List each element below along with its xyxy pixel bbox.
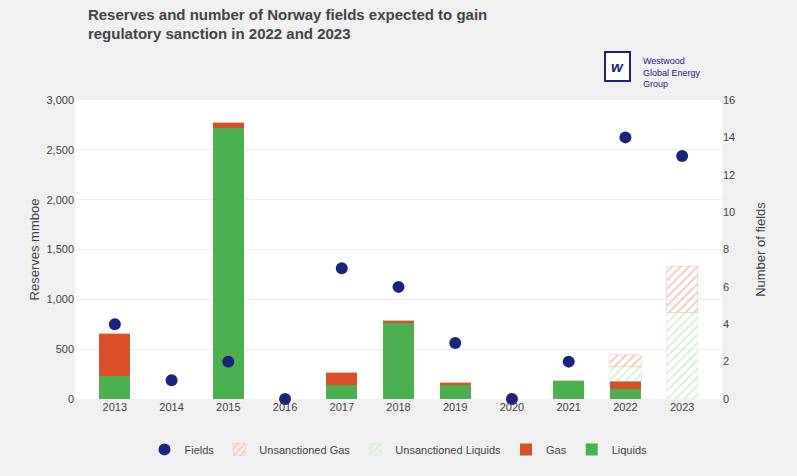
svg-text:0: 0 (723, 393, 729, 405)
svg-text:2018: 2018 (386, 401, 410, 413)
svg-text:2020: 2020 (500, 401, 524, 413)
svg-text:WestwoodGlobal EnergyGroup: WestwoodGlobal EnergyGroup (643, 56, 701, 89)
svg-text:16: 16 (723, 94, 735, 106)
svg-text:3,000: 3,000 (46, 94, 74, 106)
svg-text:1,500: 1,500 (46, 243, 74, 255)
svg-text:1,000: 1,000 (46, 293, 74, 305)
svg-text:4: 4 (723, 318, 729, 330)
svg-text:2,500: 2,500 (46, 144, 74, 156)
svg-text:2021: 2021 (556, 401, 580, 413)
svg-text:12: 12 (723, 169, 735, 181)
svg-text:2015: 2015 (216, 401, 240, 413)
svg-text:w: w (611, 58, 624, 75)
svg-text:2022: 2022 (613, 401, 637, 413)
svg-text:2023: 2023 (670, 401, 694, 413)
svg-text:2017: 2017 (330, 401, 354, 413)
svg-text:Unsanctioned Liquids: Unsanctioned Liquids (395, 444, 501, 456)
svg-text:2,000: 2,000 (46, 194, 74, 206)
svg-text:Gas: Gas (546, 444, 567, 456)
svg-text:Reserves and number of Norway: Reserves and number of Norway fields exp… (88, 6, 487, 43)
svg-text:Number of fields: Number of fields (753, 202, 768, 297)
svg-text:Reserves mmboe: Reserves mmboe (27, 199, 42, 301)
svg-text:Liquids: Liquids (612, 444, 647, 456)
svg-text:14: 14 (723, 131, 735, 143)
svg-text:8: 8 (723, 243, 729, 255)
svg-text:Fields: Fields (185, 444, 215, 456)
svg-text:500: 500 (56, 343, 74, 355)
svg-text:2019: 2019 (443, 401, 467, 413)
svg-text:10: 10 (723, 206, 735, 218)
svg-text:6: 6 (723, 281, 729, 293)
svg-text:0: 0 (68, 393, 74, 405)
svg-text:Unsanctioned Gas: Unsanctioned Gas (259, 444, 350, 456)
svg-text:2013: 2013 (103, 401, 127, 413)
svg-text:2014: 2014 (159, 401, 183, 413)
svg-text:2: 2 (723, 355, 729, 367)
svg-text:2016: 2016 (273, 401, 297, 413)
